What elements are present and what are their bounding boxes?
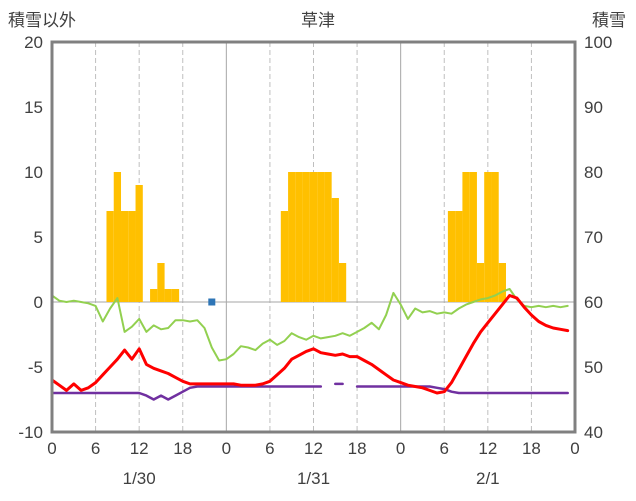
bar — [469, 172, 477, 302]
bar — [491, 172, 499, 302]
left-axis-tick-label: -10 — [18, 423, 43, 442]
bar — [309, 172, 318, 302]
left-axis-tick-label: 20 — [24, 33, 43, 52]
bar — [447, 211, 456, 302]
bar — [164, 289, 172, 302]
x-axis-tick-label: 12 — [478, 439, 497, 458]
right-axis-tick-label: 50 — [584, 358, 603, 377]
x-axis-tick-label: 12 — [304, 439, 323, 458]
right-axis-title: 積雪 — [592, 11, 626, 30]
left-axis-tick-label: -5 — [28, 358, 43, 377]
blue-square-marker — [208, 298, 216, 306]
x-axis-tick-label: 0 — [222, 439, 231, 458]
bar — [455, 211, 463, 302]
bar — [302, 172, 310, 302]
left-axis-tick-label: 5 — [34, 228, 43, 247]
chart-header: 積雪以外 草津 積雪 — [0, 4, 636, 30]
x-axis-tick-label: 12 — [130, 439, 149, 458]
bar — [317, 172, 325, 302]
x-axis-tick-label: 0 — [396, 439, 405, 458]
bar — [484, 172, 492, 302]
x-axis-tick-label: 0 — [570, 439, 579, 458]
x-axis-tick-label: 6 — [91, 439, 100, 458]
bar — [280, 211, 289, 302]
x-axis-tick-label: 6 — [440, 439, 449, 458]
green-line — [51, 288, 569, 362]
bar — [150, 289, 158, 302]
bar — [135, 185, 143, 302]
left-axis-tick-label: 0 — [34, 293, 43, 312]
x-axis-tick-label: 18 — [173, 439, 192, 458]
bar — [171, 289, 180, 302]
bar — [462, 172, 470, 302]
right-axis-tick-label: 90 — [584, 98, 603, 117]
bar — [288, 172, 296, 302]
left-axis-tick-label: 10 — [24, 163, 43, 182]
bar — [476, 263, 485, 302]
bar — [128, 211, 136, 302]
red-line — [50, 294, 570, 395]
right-axis-tick-label: 40 — [584, 423, 603, 442]
left-axis-title: 積雪以外 — [8, 11, 76, 30]
x-axis-date-label: 1/30 — [123, 469, 156, 488]
bar — [331, 198, 339, 302]
bar — [121, 211, 129, 302]
bar — [157, 263, 165, 302]
bar — [113, 172, 122, 302]
chart-title: 草津 — [301, 11, 335, 30]
plot-frame — [50, 40, 577, 434]
x-axis-tick-label: 18 — [348, 439, 367, 458]
right-axis-tick-label: 80 — [584, 163, 603, 182]
bar — [324, 172, 332, 302]
x-axis-tick-label: 0 — [47, 439, 56, 458]
purple-line — [50, 382, 569, 401]
bar — [295, 172, 303, 302]
x-axis-tick-label: 6 — [265, 439, 274, 458]
bar — [498, 263, 506, 302]
x-axis-tick-label: 18 — [522, 439, 541, 458]
bar — [106, 211, 114, 302]
x-axis-date-label: 1/31 — [297, 469, 330, 488]
right-axis-tick-label: 70 — [584, 228, 603, 247]
right-axis-tick-label: 100 — [584, 33, 612, 52]
right-axis-tick-label: 60 — [584, 293, 603, 312]
x-axis-date-label: 2/1 — [476, 469, 500, 488]
bar — [338, 263, 347, 302]
left-axis-tick-label: 15 — [24, 98, 43, 117]
